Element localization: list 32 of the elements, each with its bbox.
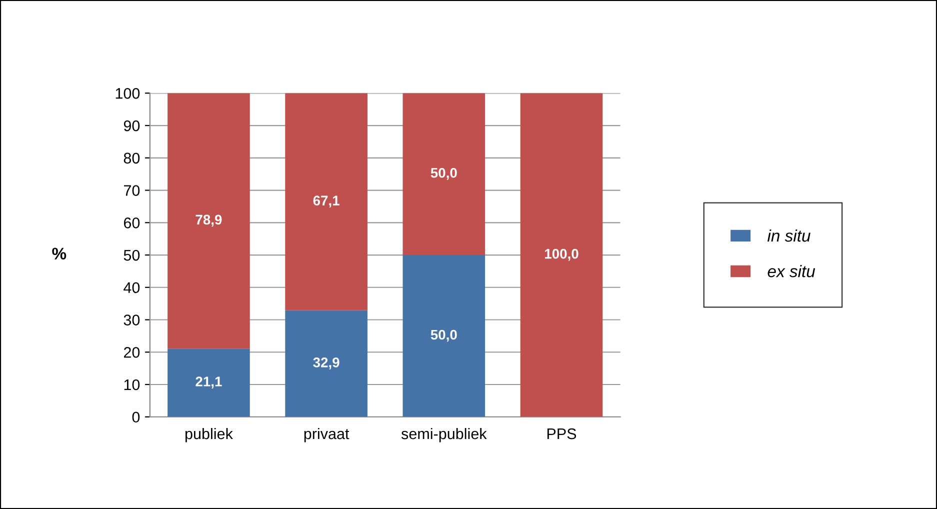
y-axis-title: % bbox=[52, 248, 66, 260]
x-tick-label: semi-publiek bbox=[401, 428, 487, 442]
data-label: 21,1 bbox=[196, 376, 222, 388]
bar bbox=[285, 310, 368, 417]
data-label: 100,0 bbox=[544, 248, 578, 261]
data-label: 50,0 bbox=[430, 168, 457, 180]
data-label: 78,9 bbox=[196, 214, 222, 227]
y-tick-label: 50 bbox=[124, 250, 140, 261]
legend-label: in situ bbox=[767, 229, 810, 242]
x-tick-label: PPS bbox=[547, 428, 576, 440]
y-tick-label: 20 bbox=[124, 346, 140, 358]
bar bbox=[285, 93, 368, 310]
data-label: 67,1 bbox=[313, 196, 340, 208]
bar bbox=[402, 93, 486, 256]
y-tick-label: 100 bbox=[116, 88, 140, 99]
data-label: 32,9 bbox=[313, 358, 340, 370]
y-tick-label: 10 bbox=[124, 379, 140, 390]
y-tick-label: 60 bbox=[124, 218, 140, 228]
y-tick-label: 0 bbox=[132, 412, 140, 423]
y-tick-label: 90 bbox=[124, 120, 140, 132]
y-tick-label: 80 bbox=[124, 152, 140, 164]
x-tick-label: privaat bbox=[304, 428, 350, 442]
x-tick-label: publiek bbox=[185, 428, 233, 442]
bar bbox=[520, 93, 603, 417]
bar bbox=[402, 255, 486, 417]
bar bbox=[168, 348, 250, 417]
bar bbox=[168, 93, 250, 349]
data-label: 50,0 bbox=[430, 330, 457, 342]
y-tick-label: 70 bbox=[124, 185, 140, 196]
y-tick-label: 30 bbox=[124, 314, 140, 326]
y-tick-label: 40 bbox=[124, 282, 140, 294]
legend-label: ex situ bbox=[768, 265, 816, 278]
